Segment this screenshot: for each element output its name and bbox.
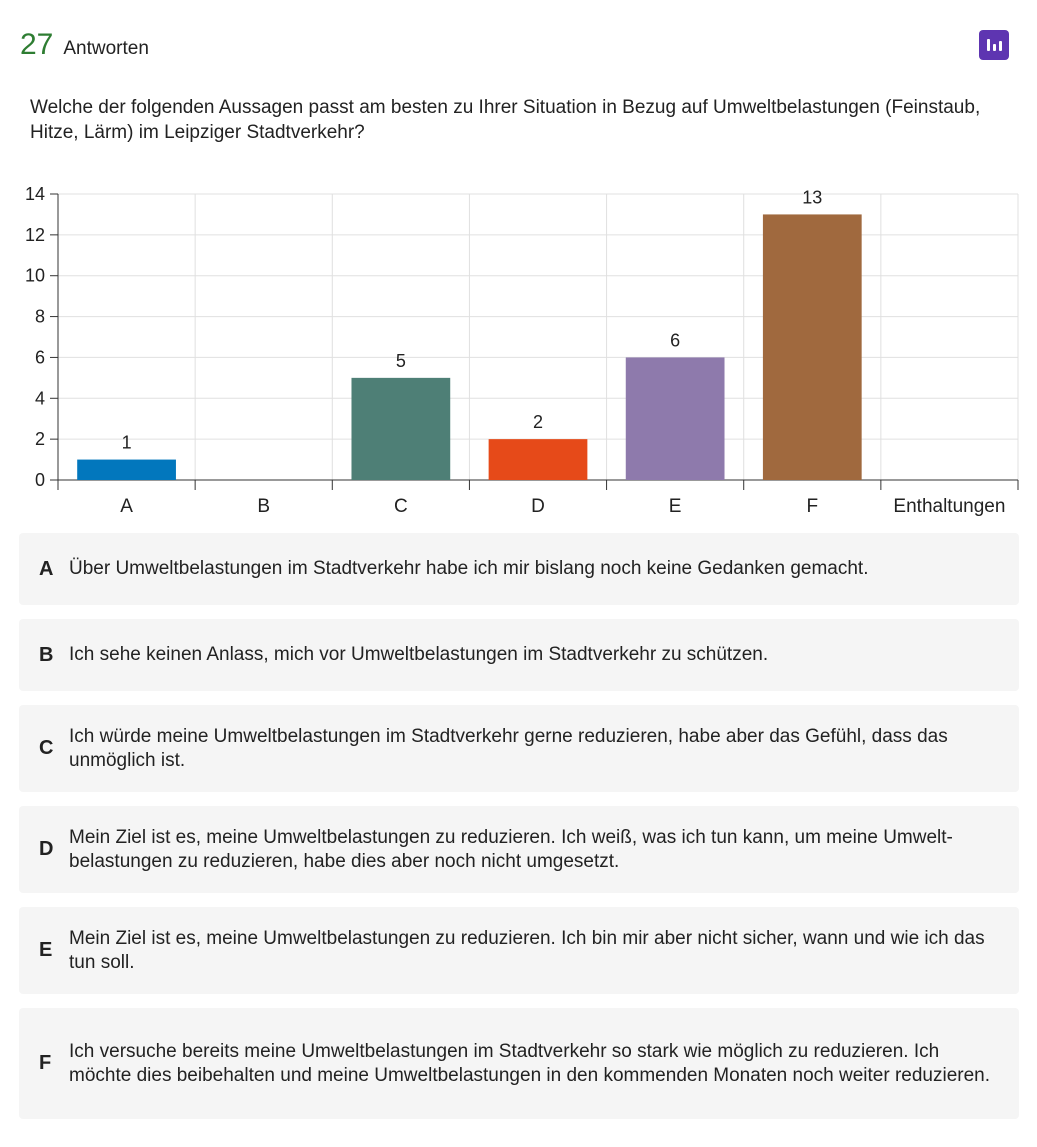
- bar-d: [488, 439, 588, 480]
- legend-item-b: B Ich sehe keinen Anlass, mich vor Umwel…: [19, 619, 1019, 691]
- x-tick-label: A: [120, 496, 133, 517]
- question-text: Welche der folgenden Aussagen passt am b…: [30, 97, 981, 143]
- legend-text: Ich würde meine Umweltbelastungen im Sta…: [69, 725, 948, 771]
- y-tick-label: 8: [35, 307, 45, 327]
- x-tick-label: E: [669, 496, 682, 517]
- bar-c: [351, 377, 451, 480]
- bar-chart: 0 2 4 6 8 10 12 14 1 A B 5 C 2 D 6 E 13 F Enthaltungen: [25, 184, 1019, 517]
- response-header: 27 Antworten: [20, 28, 149, 64]
- legend-text: Mein Ziel ist es, meine Umweltbelastunge…: [69, 826, 953, 872]
- x-tick-label: F: [806, 496, 818, 517]
- legend-text: Mein Ziel ist es, meine Umweltbelastunge…: [69, 927, 985, 973]
- y-tick-label: 12: [25, 225, 45, 245]
- x-tick-label: C: [394, 496, 408, 517]
- bar-f: [762, 214, 862, 480]
- legend-letter: B: [39, 643, 54, 666]
- y-tick-label: 6: [35, 347, 45, 367]
- data-label: 2: [533, 412, 543, 432]
- y-tick-label: 10: [25, 266, 45, 286]
- data-label: 6: [670, 330, 680, 350]
- legend-item-d: D Mein Ziel ist es, meine Umweltbelastun…: [19, 806, 1019, 893]
- data-label: 1: [122, 433, 132, 453]
- data-label: 5: [396, 351, 406, 371]
- legend-item-e: E Mein Ziel ist es, meine Umweltbelastun…: [19, 907, 1019, 994]
- response-count: 27: [20, 28, 54, 61]
- legend-item-f: F Ich versuche bereits meine Umweltbelas…: [19, 1008, 1019, 1119]
- x-tick-label: D: [531, 496, 545, 517]
- answer-legend: A Über Umweltbelastungen im Stadtverkehr…: [19, 533, 1019, 1133]
- legend-letter: A: [39, 557, 54, 580]
- data-label: 13: [802, 187, 822, 207]
- legend-text: Über Umweltbelastungen im Stadtverkehr h…: [69, 558, 869, 579]
- legend-item-c: C Ich würde meine Umweltbelastungen im S…: [19, 705, 1019, 792]
- bar-a: [77, 459, 176, 480]
- x-tick-label: B: [257, 496, 270, 517]
- response-count-label: Antworten: [63, 38, 149, 59]
- legend-letter: E: [39, 939, 53, 961]
- y-tick-label: 4: [35, 388, 45, 408]
- bar-chart-icon[interactable]: [979, 30, 1009, 60]
- y-tick-label: 14: [25, 184, 45, 204]
- y-tick-label: 2: [35, 429, 45, 449]
- legend-letter: C: [39, 737, 54, 759]
- legend-letter: D: [39, 838, 54, 860]
- legend-letter: F: [39, 1052, 52, 1074]
- x-tick-label: Enthaltungen: [893, 496, 1005, 517]
- legend-text: Ich versuche bereits meine Umweltbelastu…: [69, 1040, 991, 1086]
- y-tick-label: 0: [35, 470, 45, 490]
- legend-item-a: A Über Umweltbelastungen im Stadtverkehr…: [19, 533, 1019, 605]
- bar-e: [625, 357, 725, 480]
- legend-text: Ich sehe keinen Anlass, mich vor Umweltb…: [69, 644, 769, 665]
